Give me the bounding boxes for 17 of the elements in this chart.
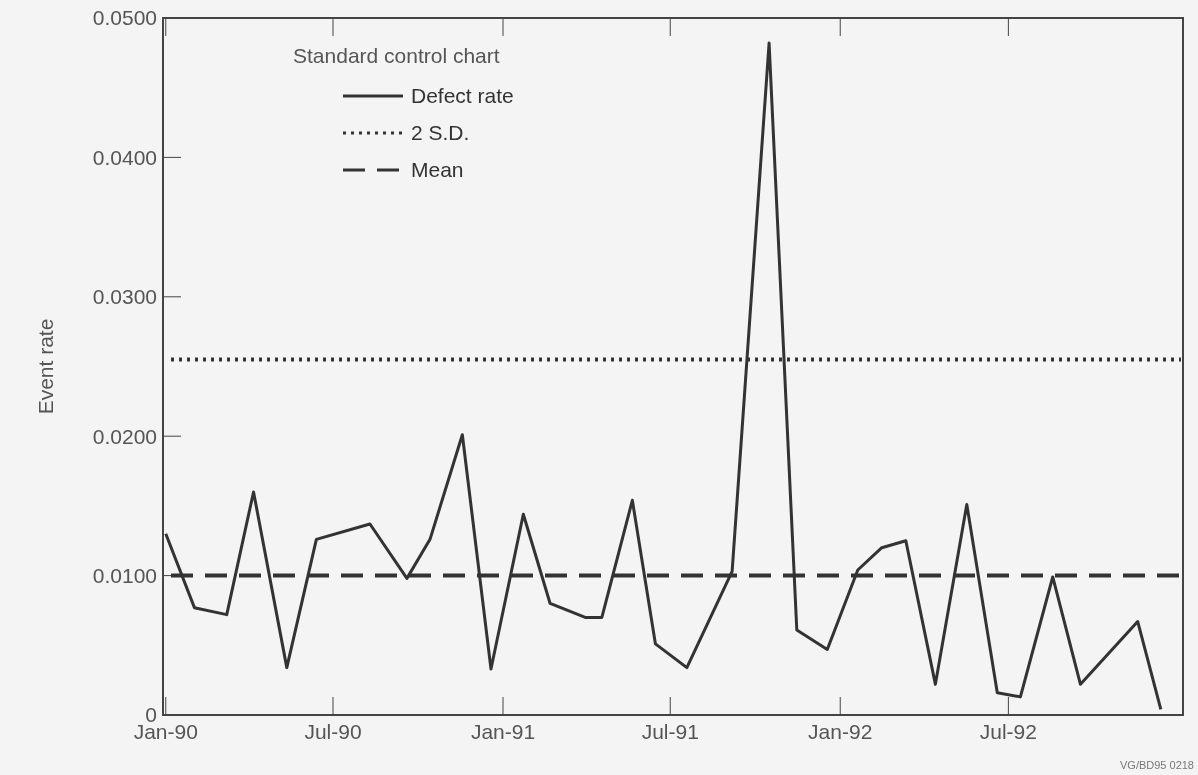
x-tick-label: Jan-91 xyxy=(470,720,536,743)
legend-label: Mean xyxy=(411,158,464,182)
y-tick-label: 0.0300 xyxy=(92,285,157,309)
y-tick-label: 0.0500 xyxy=(92,6,157,30)
legend-title: Standard control chart xyxy=(293,44,500,67)
text: VG/BD95 0218 xyxy=(1120,759,1194,771)
legend-label: Defect rate xyxy=(411,84,514,108)
x-tick-label: Jul-91 xyxy=(641,720,699,743)
x-tick-label: Jul-90 xyxy=(304,720,362,743)
x-tick-label: Jan-92 xyxy=(808,720,873,743)
legend-label: 2 S.D. xyxy=(411,121,470,145)
y-axis-title: Event rate xyxy=(34,318,57,415)
x-tick-label: Jul-92 xyxy=(979,720,1037,743)
y-tick-label: 0.0100 xyxy=(92,563,157,587)
y-tick-label: 0.0200 xyxy=(92,424,157,448)
y-tick-label: 0.0400 xyxy=(92,145,157,169)
y-tick-label: 0 xyxy=(145,703,157,727)
